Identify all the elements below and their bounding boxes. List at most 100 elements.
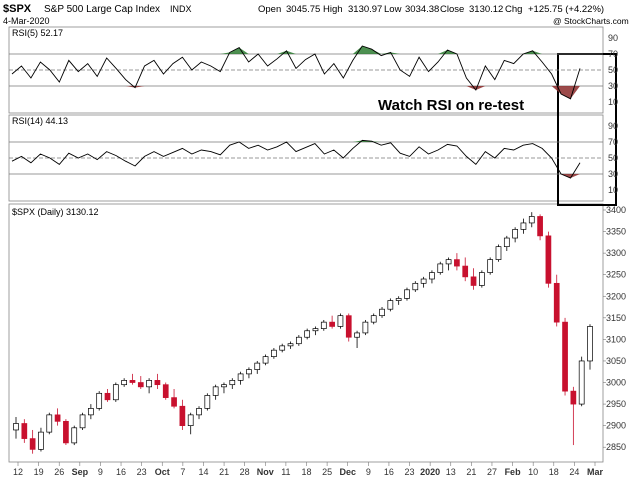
high-label: High (323, 4, 343, 15)
price-tick-label: 3300 (606, 248, 626, 258)
x-tick-label: Dec (339, 467, 356, 477)
x-tick-label: 23 (405, 467, 415, 477)
exchange: INDX (170, 4, 192, 14)
x-tick-label: 18 (301, 467, 311, 477)
candle-body (520, 222, 527, 230)
close-label: Close (440, 4, 464, 15)
chart-marks: 1030507090103050709028502900295030003050… (9, 33, 626, 477)
candle-body (462, 265, 469, 278)
price-tick-label: 3000 (606, 378, 626, 388)
candle-body (171, 397, 177, 407)
rsi14-line (11, 139, 581, 179)
candle-body (387, 300, 394, 310)
rsi5-tick-label: 90 (608, 33, 618, 43)
candle-body (187, 414, 194, 427)
candle-body (537, 216, 543, 237)
rsi5-line (11, 45, 581, 100)
candle-body (212, 386, 219, 396)
x-tick-label: 21 (219, 467, 229, 477)
rsi5-tick-label: 50 (608, 65, 618, 75)
x-tick-label: 24 (569, 467, 579, 477)
x-tick-label: 7 (180, 467, 185, 477)
rsi14-tick-label: 50 (608, 153, 618, 163)
price-tick-label: 3100 (606, 334, 626, 344)
candle-body (112, 384, 119, 401)
low-value: 3034.38 (405, 4, 439, 15)
x-tick-label: Oct (155, 467, 170, 477)
candle-body (196, 408, 202, 416)
candle-body (395, 298, 402, 301)
candle-body (354, 332, 360, 338)
x-tick-label: 21 (466, 467, 476, 477)
x-tick-label: 25 (322, 467, 332, 477)
rsi5-tick-label: 70 (608, 49, 618, 59)
candle-body (237, 373, 244, 381)
price-tick-label: 3050 (606, 356, 626, 366)
candle-body (445, 259, 452, 265)
candle-body (21, 423, 28, 439)
candle-body (254, 362, 261, 370)
rsi5-overbought-fill (12, 46, 580, 54)
candle-body (204, 395, 211, 409)
x-tick-label: 14 (198, 467, 208, 477)
candle-body (46, 414, 53, 433)
x-tick-label: 19 (34, 467, 44, 477)
price-tick-label: 3400 (606, 205, 626, 215)
candle-body (412, 282, 419, 291)
chg-value: +125.75 (+4.22%) (528, 4, 604, 15)
rsi14-tick-label: 30 (608, 169, 618, 179)
rsi14-title: RSI(14) 44.13 (12, 116, 68, 126)
x-tick-label: 2020 (420, 467, 440, 477)
candle-body (287, 343, 294, 347)
candle-body (578, 360, 585, 405)
price-tick-label: 2850 (606, 442, 626, 452)
price-title: $SPX (Daily) 3130.12 (12, 207, 99, 217)
x-tick-label: 28 (240, 467, 250, 477)
open-value: 3045.75 (286, 4, 320, 15)
candle-body (221, 384, 227, 388)
candle-body (512, 229, 518, 239)
candle-body (262, 356, 269, 364)
candle-body (312, 328, 319, 332)
candle-body (370, 315, 377, 323)
rsi5-tick-label: 30 (608, 81, 618, 91)
candle-body (437, 263, 444, 273)
candle-body (229, 380, 236, 386)
watermark: @ StockCharts.com (553, 16, 629, 26)
candle-body (429, 272, 435, 280)
x-tick-label: 12 (13, 467, 23, 477)
candle-body (454, 259, 460, 267)
x-tick-label: 26 (54, 467, 64, 477)
x-tick-label: Feb (505, 467, 522, 477)
candle-body (63, 420, 69, 444)
candle-body (38, 431, 44, 450)
rsi14-oversold-fill (12, 174, 580, 178)
rsi5-tick-label: 10 (608, 97, 618, 107)
index-name: S&P 500 Large Cap Index (44, 4, 160, 15)
candle-body (479, 272, 485, 286)
candle-body (570, 390, 577, 405)
candle-body (271, 349, 277, 357)
x-tick-label: Sep (72, 467, 89, 477)
candle-body (246, 369, 252, 375)
candle-body (104, 392, 111, 401)
rsi14-tick-label: 10 (608, 185, 618, 195)
candle-body (279, 345, 286, 351)
price-tick-label: 3200 (606, 291, 626, 301)
x-tick-label: 11 (281, 467, 290, 477)
price-tick-label: 3150 (606, 313, 626, 323)
x-tick-label: 10 (528, 467, 538, 477)
candle-body (329, 321, 335, 327)
price-panel (8, 203, 604, 463)
candle-body (79, 414, 86, 429)
x-tick-label: Mar (587, 467, 604, 477)
chart-date: 4-Mar-2020 (3, 16, 50, 26)
candle-body (88, 408, 94, 416)
candle-body (495, 246, 502, 260)
candle-body (379, 308, 385, 317)
candle-body (96, 392, 103, 409)
candle-body (404, 289, 410, 299)
rsi14-tick-label: 70 (608, 137, 618, 147)
